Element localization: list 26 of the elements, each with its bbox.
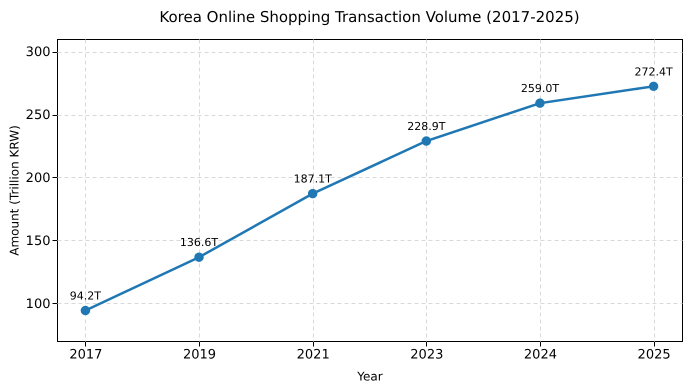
y-tick-label: 100: [26, 296, 50, 312]
point: [308, 188, 318, 198]
data-label: 187.1T: [294, 172, 332, 186]
y-tick-label: 150: [26, 234, 50, 249]
data-label: 94.2T: [70, 290, 102, 303]
data-label: 272.4T: [634, 65, 673, 78]
y-tick-label: 200: [26, 170, 50, 186]
point: [422, 136, 432, 146]
y-tick-label: 300: [26, 45, 50, 60]
point: [648, 82, 658, 92]
x-tick-label: 2023: [410, 348, 444, 362]
x-tick-label: 2021: [296, 348, 330, 362]
x-tick-label: 2024: [524, 348, 557, 362]
point: [535, 98, 545, 108]
x-tick-label: 2017: [69, 348, 102, 362]
x-tick-label: 2019: [183, 348, 216, 362]
y-axis-title: Amount (Trillion KRW): [8, 125, 22, 256]
data-label: 136.6T: [180, 236, 218, 250]
data-label: 228.9T: [407, 120, 446, 134]
point: [194, 252, 204, 262]
x-tick-label: 2025: [638, 348, 671, 362]
chart-title: Korea Online Shopping Transaction Volume (2017-2025): [159, 8, 580, 26]
y-tick-label: 250: [26, 108, 50, 123]
point: [80, 306, 90, 316]
x-axis-title: Year: [356, 370, 383, 384]
data-label: 259.0T: [520, 82, 560, 96]
